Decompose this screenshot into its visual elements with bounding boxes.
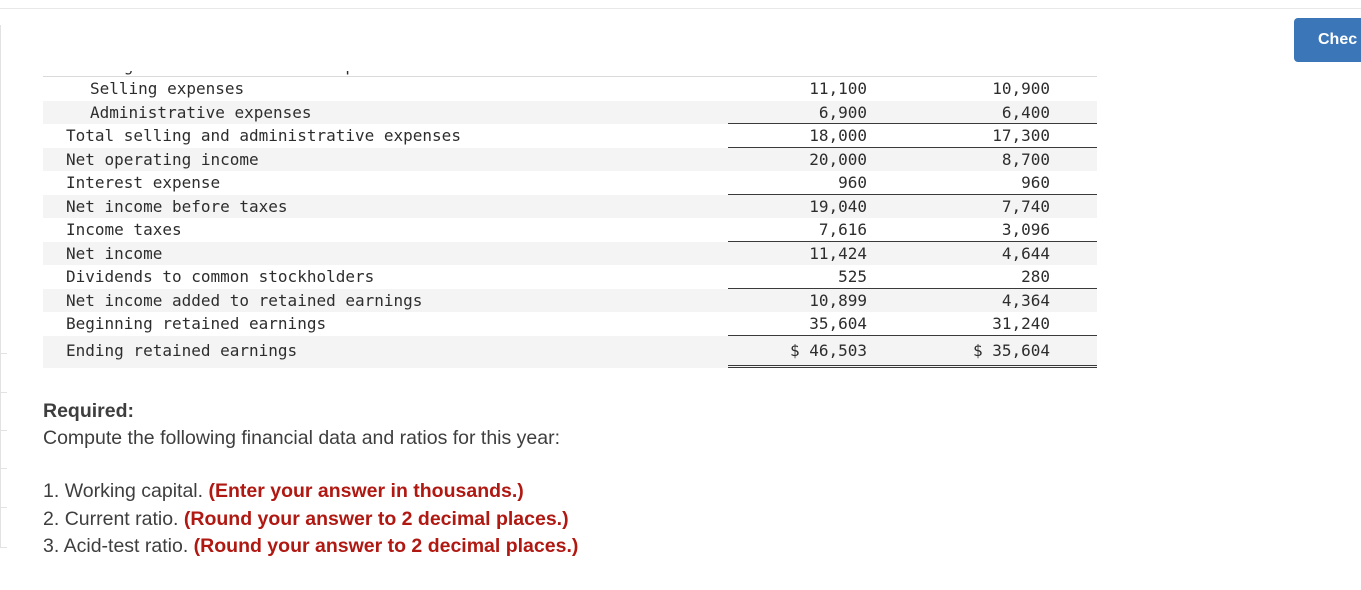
row-value-col1: 7,616 bbox=[728, 218, 910, 242]
row-value-col1: 960 bbox=[728, 171, 910, 195]
row-value-col2: $ 35,604 bbox=[910, 336, 1097, 368]
row-label: Total selling and administrative expense… bbox=[66, 126, 461, 145]
table-row: Income taxes 7,616 3,096 bbox=[43, 218, 1097, 242]
required-item: 2. Current ratio. (Round your answer to … bbox=[43, 506, 943, 534]
row-value-col1: 18,000 bbox=[728, 124, 910, 148]
row-value-col2: 4,364 bbox=[1001, 290, 1050, 310]
item-text: Current ratio. bbox=[64, 507, 179, 530]
table-row: Net income before taxes 19,040 7,740 bbox=[43, 194, 1097, 218]
row-value-col2: 960 bbox=[910, 171, 1097, 195]
row-value-col2: 4,644 bbox=[1001, 243, 1050, 263]
row-value-col1: 19,040 bbox=[809, 196, 867, 216]
table-row: Interest expense 960 960 bbox=[43, 171, 1097, 195]
row-label: Dividends to common stockholders bbox=[66, 267, 375, 286]
item-number: 2. bbox=[43, 507, 60, 530]
top-divider bbox=[0, 8, 1361, 9]
income-statement-table: Selling and administrative expenses: Sel… bbox=[43, 71, 1097, 368]
left-fragment-row-border bbox=[0, 468, 7, 469]
left-fragment-row-border bbox=[0, 507, 7, 508]
row-value-col1: 525 bbox=[728, 265, 910, 289]
row-value-col2: 8,700 bbox=[1001, 149, 1050, 169]
row-value-col2: 3,096 bbox=[910, 218, 1097, 242]
table-row: Net operating income 20,000 8,700 bbox=[43, 147, 1097, 171]
required-item: 1. Working capital. (Enter your answer i… bbox=[43, 478, 943, 506]
row-value-col1: 6,900 bbox=[728, 101, 910, 124]
item-number: 1. bbox=[43, 480, 60, 502]
item-note: (Enter your answer in thousands.) bbox=[208, 480, 524, 502]
row-label: Net income before taxes bbox=[66, 196, 288, 216]
row-value-col2: 6,400 bbox=[910, 101, 1097, 124]
check-my-work-button[interactable]: Chec bbox=[1294, 18, 1361, 62]
row-label: Net operating income bbox=[66, 149, 259, 169]
row-label: Selling expenses bbox=[90, 79, 245, 98]
row-value-col1: 20,000 bbox=[809, 149, 867, 169]
table-row: Administrative expenses 6,900 6,400 bbox=[43, 100, 1097, 124]
left-fragment-row-border bbox=[0, 430, 7, 431]
row-label: Beginning retained earnings bbox=[66, 314, 327, 333]
row-label: Ending retained earnings bbox=[66, 340, 298, 360]
row-label: Interest expense bbox=[66, 173, 221, 192]
table-row: Net income added to retained earnings 10… bbox=[43, 288, 1097, 312]
table-row: Beginning retained earnings 35,604 31,24… bbox=[43, 312, 1097, 336]
row-value-col2: 31,240 bbox=[910, 312, 1097, 336]
left-fragment-row-border bbox=[0, 392, 7, 393]
required-intro: Compute the following financial data and… bbox=[43, 427, 561, 449]
row-label: Net income added to retained earnings bbox=[66, 290, 423, 310]
table-row: Total selling and administrative expense… bbox=[43, 124, 1097, 148]
item-number: 3. bbox=[43, 535, 60, 557]
row-value-col1: 10,899 bbox=[809, 290, 867, 310]
clipped-header-row: Selling and administrative expenses: bbox=[43, 71, 1097, 77]
row-value-col2: 7,740 bbox=[1001, 196, 1050, 216]
row-value-col1: 11,424 bbox=[809, 243, 867, 263]
table-row: Ending retained earnings $ 46,503 $ 35,6… bbox=[43, 335, 1097, 368]
table-row: Dividends to common stockholders 525 280 bbox=[43, 265, 1097, 289]
row-value-col1: 35,604 bbox=[728, 312, 910, 336]
row-value-col2: 17,300 bbox=[910, 124, 1097, 148]
row-label: Administrative expenses bbox=[90, 102, 312, 122]
table-row: Selling expenses 11,100 10,900 bbox=[43, 77, 1097, 101]
row-value-col1: $ 46,503 bbox=[728, 336, 910, 368]
required-section: Required: Compute the following financia… bbox=[43, 398, 943, 561]
income-statement-rows: Selling expenses 11,100 10,900 Administr… bbox=[43, 77, 1097, 368]
item-note: (Round your answer to 2 decimal places.) bbox=[193, 535, 579, 557]
item-text: Working capital. bbox=[64, 480, 204, 502]
row-label: Income taxes bbox=[66, 220, 182, 239]
left-fragment-row-border bbox=[0, 547, 7, 548]
item-note: (Round your answer to 2 decimal places.) bbox=[183, 507, 569, 530]
row-value-col2: 10,900 bbox=[992, 79, 1050, 98]
row-label: Net income bbox=[66, 243, 163, 263]
item-text: Acid-test ratio. bbox=[63, 535, 189, 557]
row-value-col1: 11,100 bbox=[809, 79, 867, 98]
clipped-header-label: Selling and administrative expenses: bbox=[43, 71, 1097, 76]
left-fragment-border bbox=[0, 25, 1, 548]
row-value-col2: 280 bbox=[910, 265, 1097, 289]
table-row: Net income 11,424 4,644 bbox=[43, 241, 1097, 265]
left-fragment-row-border bbox=[0, 353, 7, 354]
required-list: 1. Working capital. (Enter your answer i… bbox=[43, 478, 943, 561]
required-item: 3. Acid-test ratio. (Round your answer t… bbox=[43, 533, 943, 561]
required-heading: Required: bbox=[43, 400, 135, 422]
